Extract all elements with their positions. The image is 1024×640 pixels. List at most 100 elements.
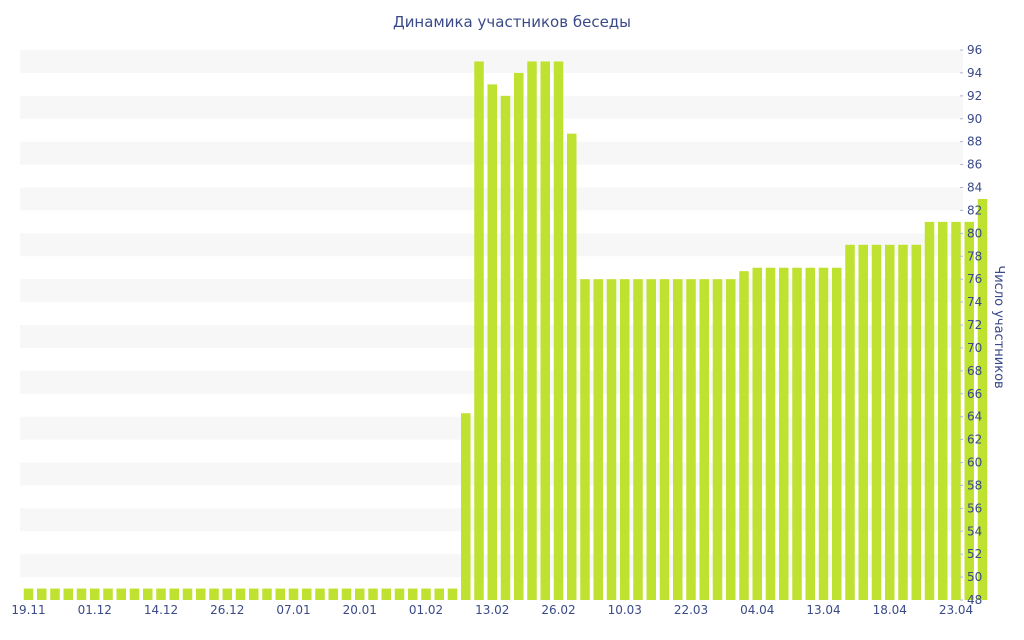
x-tick-label: 01.12 [78, 603, 112, 617]
x-tick-label: 04.04 [740, 603, 774, 617]
bar [103, 588, 113, 600]
y-tick-label: 80 [967, 226, 982, 240]
bar [964, 221, 974, 600]
y-tick-label: 60 [967, 456, 982, 470]
bar [474, 61, 484, 601]
y-tick-label: 54 [967, 524, 982, 538]
bar [567, 133, 577, 601]
bar [275, 588, 285, 600]
bar [169, 588, 179, 600]
bar [659, 279, 670, 600]
y-tick-label: 56 [967, 501, 982, 515]
x-tick-label: 07.01 [276, 603, 310, 617]
y-tick-label: 64 [967, 410, 982, 424]
x-tick-label: 23.04 [939, 603, 973, 617]
y-tick-label: 86 [967, 158, 982, 172]
bar [394, 588, 405, 600]
bar [262, 588, 272, 600]
bar [461, 413, 471, 600]
bar [898, 244, 908, 600]
y-tick-label: 62 [967, 433, 982, 447]
y-tick-label: 66 [967, 387, 982, 401]
x-tick-label: 13.02 [475, 603, 509, 617]
bar [858, 244, 868, 600]
bar [63, 588, 73, 600]
y-axis: 48 50 52 54 56 58 60 62 64 66 68 70 72 74 76 78 80 82 84 86… [960, 43, 982, 607]
bar [249, 588, 259, 600]
x-tick-label: 14.12 [144, 603, 178, 617]
y-tick-label: 82 [967, 203, 982, 217]
y-tick-label: 72 [967, 318, 982, 332]
bar [885, 244, 895, 600]
bar [911, 244, 921, 600]
bar-series [23, 61, 988, 601]
bar [222, 588, 232, 600]
bar [156, 588, 166, 600]
bar [315, 588, 325, 600]
x-tick-label: 26.12 [210, 603, 244, 617]
x-tick-label: 22.03 [674, 603, 708, 617]
bar [540, 61, 550, 601]
chart-title: Динамика участников беседы [392, 13, 632, 31]
bar [434, 588, 444, 600]
bar [368, 588, 378, 600]
bar [818, 267, 829, 600]
bar [845, 244, 855, 600]
bar [381, 588, 391, 600]
bar [143, 588, 153, 600]
bar [302, 588, 312, 600]
bar [421, 588, 431, 600]
bar [527, 61, 537, 601]
y-tick-label: 94 [967, 66, 982, 80]
y-tick-label: 88 [967, 135, 982, 149]
bar [739, 271, 749, 600]
bar [752, 267, 762, 600]
bar [487, 84, 497, 600]
y-tick-label: 50 [967, 570, 982, 584]
bar [673, 279, 683, 600]
bar [593, 279, 603, 600]
bar [646, 279, 656, 600]
bar [514, 72, 524, 600]
bar [76, 588, 87, 600]
bar [580, 279, 590, 600]
bar [832, 267, 842, 600]
bar [209, 588, 219, 600]
x-tick-label: 01.02 [409, 603, 443, 617]
bar [805, 267, 815, 600]
y-tick-label: 70 [967, 341, 982, 355]
bar [726, 279, 736, 600]
bar [50, 588, 60, 600]
bar [951, 221, 961, 600]
bar [699, 279, 709, 600]
bar [116, 588, 126, 600]
bar [341, 588, 352, 600]
x-tick-label: 10.03 [608, 603, 642, 617]
bar [779, 267, 789, 600]
y-tick-label: 68 [967, 364, 982, 378]
bar [977, 198, 988, 601]
bar [606, 279, 617, 600]
y-axis-title: Число участников [991, 265, 1006, 388]
x-tick-label: 26.02 [541, 603, 575, 617]
bar [235, 588, 246, 600]
y-tick-label: 52 [967, 547, 982, 561]
bar [924, 221, 935, 600]
y-tick-label: 84 [967, 181, 982, 195]
y-tick-label: 48 [967, 593, 982, 607]
bar [23, 588, 34, 600]
y-tick-label: 92 [967, 89, 982, 103]
bar [686, 279, 696, 600]
bar [500, 95, 511, 600]
y-tick-label: 58 [967, 478, 982, 492]
bar [328, 588, 338, 600]
y-tick-label: 90 [967, 112, 982, 126]
y-tick-label: 74 [967, 295, 982, 309]
x-tick-label: 18.04 [873, 603, 907, 617]
x-tick-label: 20.01 [343, 603, 377, 617]
bar [765, 267, 776, 600]
bar [408, 588, 418, 600]
bar [553, 61, 564, 601]
